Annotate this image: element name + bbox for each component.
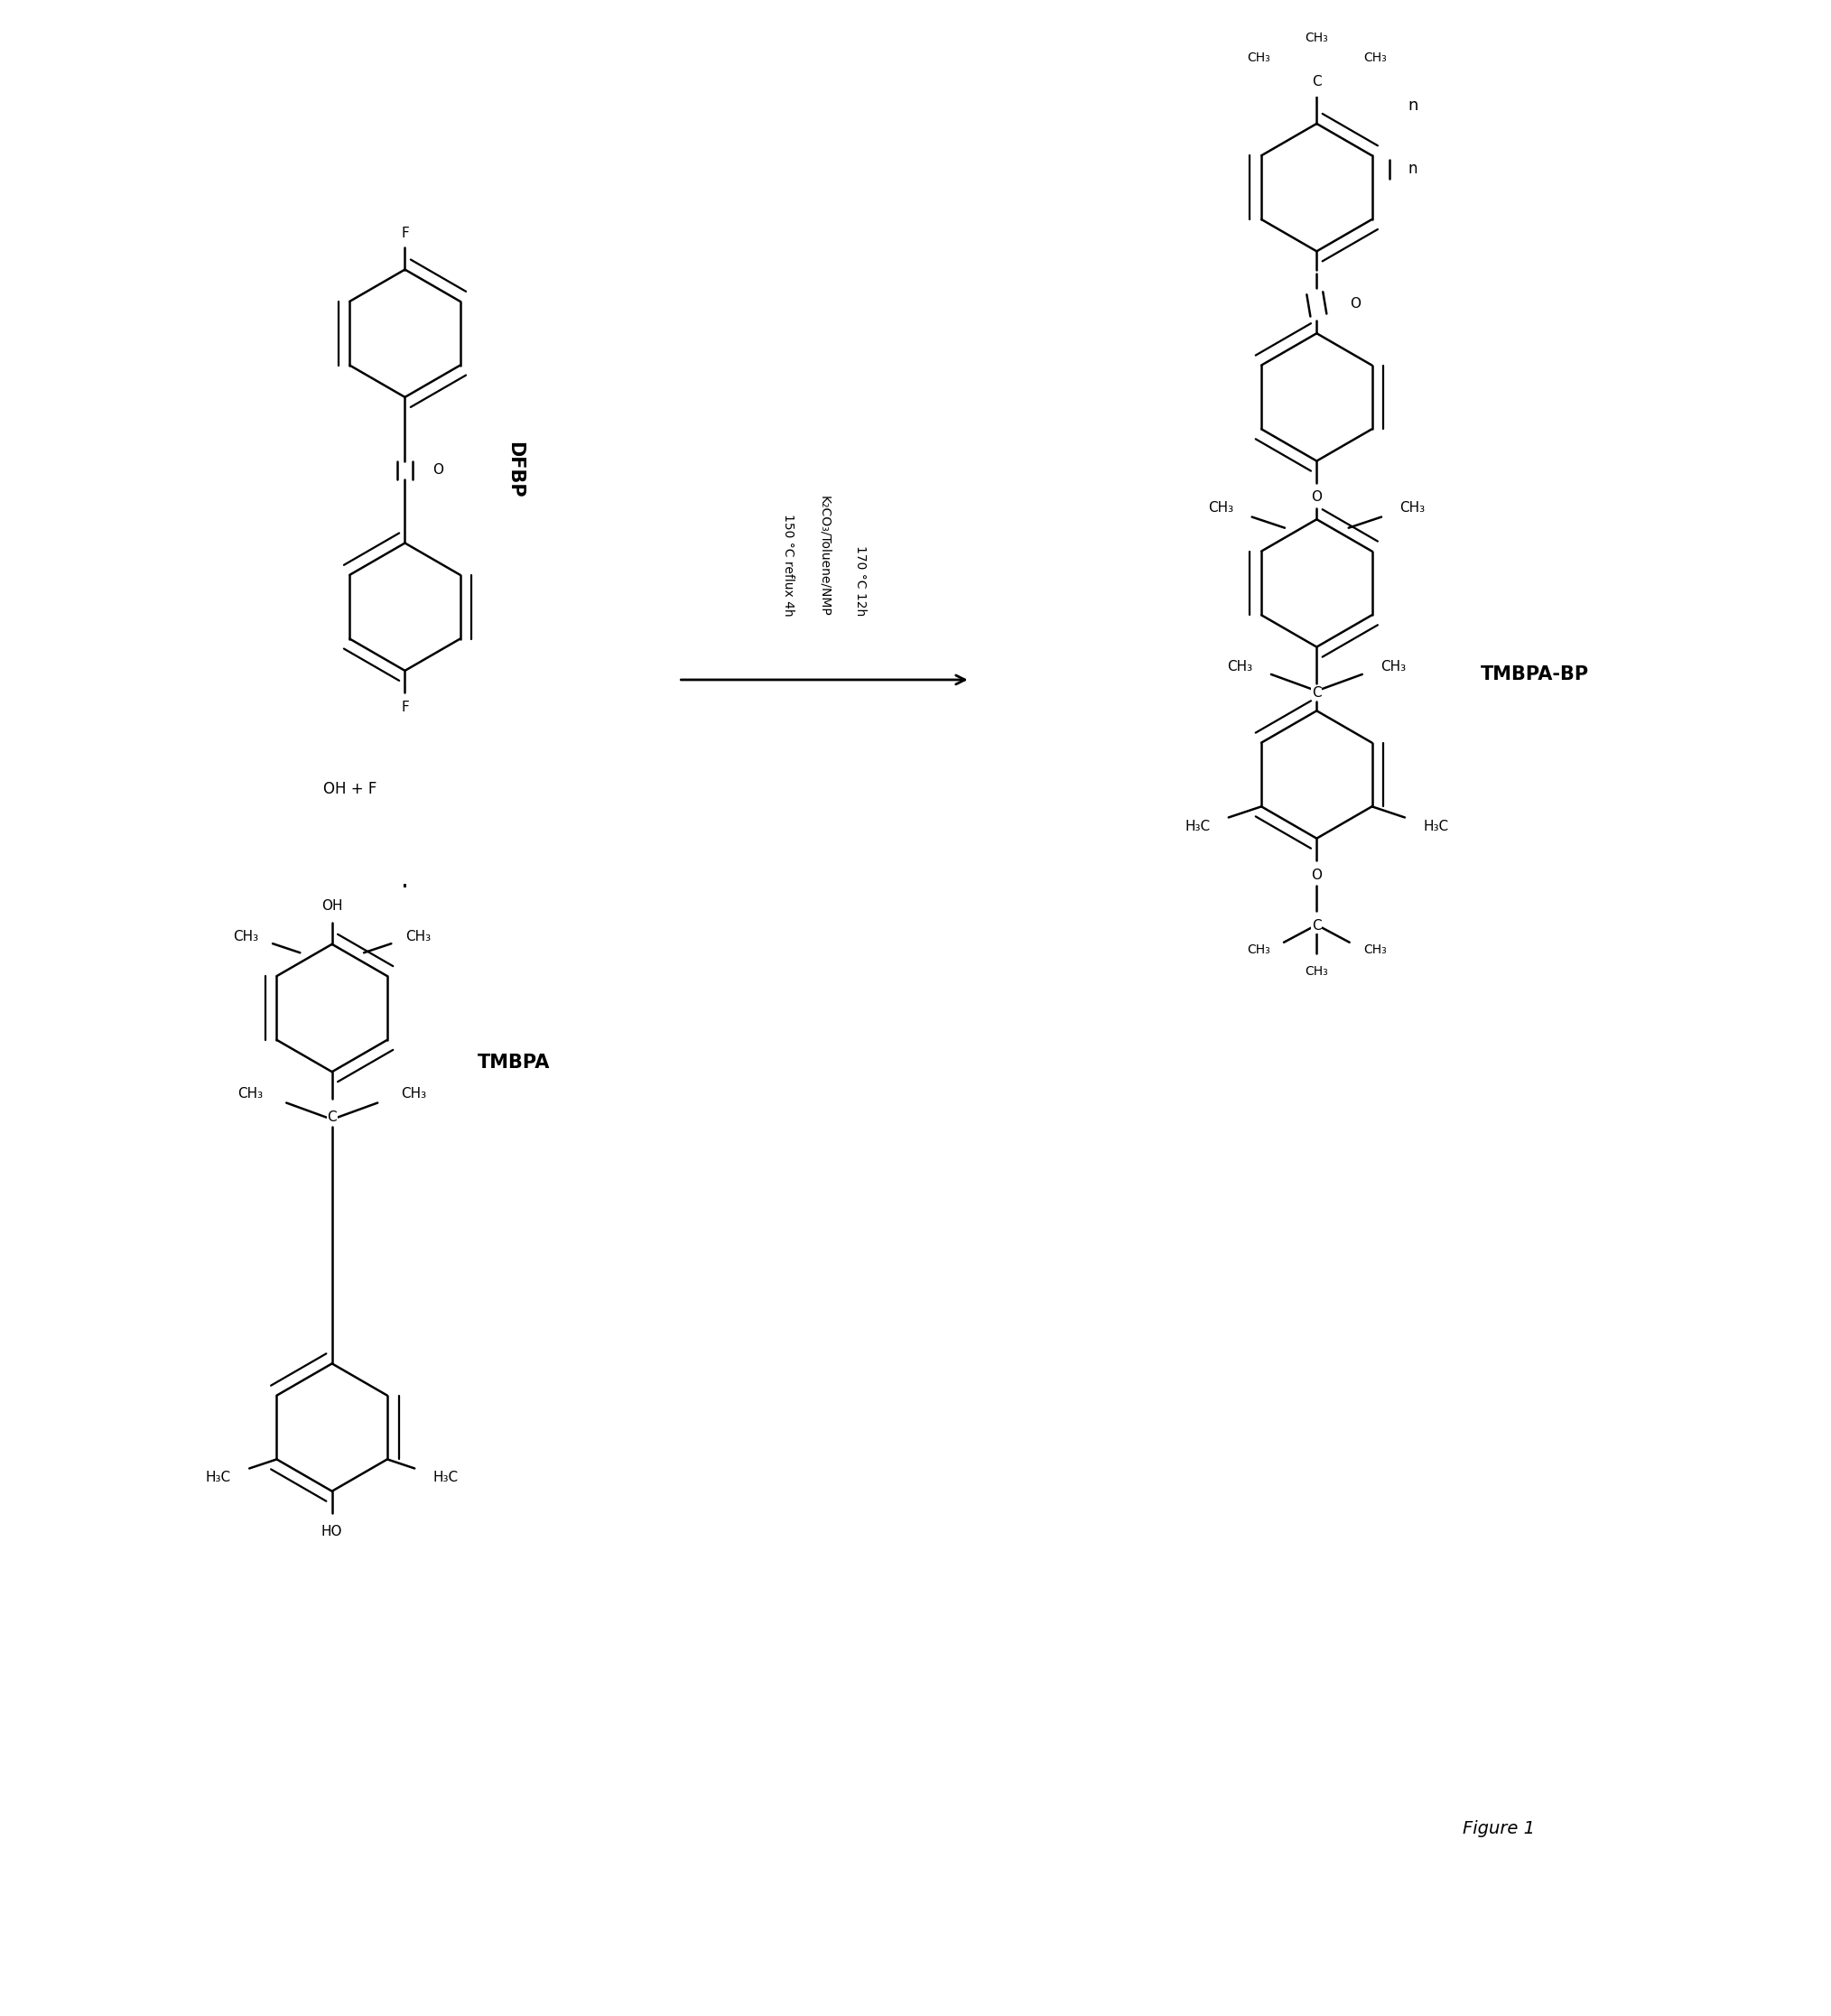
Text: C: C: [1311, 685, 1322, 700]
Text: 170 °C 12h: 170 °C 12h: [855, 544, 868, 617]
Text: F: F: [401, 226, 408, 240]
Text: CH₃: CH₃: [1208, 502, 1234, 514]
Text: CH₃: CH₃: [1364, 52, 1386, 65]
Text: CH₃: CH₃: [1306, 966, 1327, 978]
Text: OH: OH: [322, 899, 342, 913]
Text: O: O: [432, 464, 443, 478]
Text: CH₃: CH₃: [233, 929, 258, 943]
Text: K₂CO₃/Toluene/NMP: K₂CO₃/Toluene/NMP: [818, 496, 831, 617]
Text: CH₃: CH₃: [1381, 661, 1406, 673]
Text: Figure 1: Figure 1: [1463, 1820, 1534, 1837]
Text: CH₃: CH₃: [401, 1087, 427, 1101]
Text: O: O: [1349, 298, 1360, 310]
Text: TMBPA-BP: TMBPA-BP: [1481, 665, 1589, 683]
Text: TMBPA: TMBPA: [478, 1054, 551, 1073]
Text: C: C: [1311, 75, 1322, 89]
Text: n: n: [1408, 97, 1417, 113]
Text: CH₃: CH₃: [238, 1087, 262, 1101]
Text: F: F: [401, 700, 408, 714]
Text: C: C: [328, 1111, 337, 1125]
Text: CH₃: CH₃: [1399, 502, 1425, 514]
Text: DFBP: DFBP: [505, 442, 524, 498]
Text: n: n: [1408, 161, 1417, 177]
Text: OH + F: OH + F: [324, 780, 377, 796]
Text: C: C: [1311, 919, 1322, 933]
Text: O: O: [1311, 869, 1322, 881]
Text: CH₃: CH₃: [406, 929, 432, 943]
Text: CH₃: CH₃: [1364, 943, 1386, 956]
Text: H₃C: H₃C: [205, 1472, 231, 1484]
Text: HO: HO: [322, 1524, 342, 1538]
Text: O: O: [1311, 490, 1322, 504]
Text: H₃C: H₃C: [432, 1472, 458, 1484]
Text: CH₃: CH₃: [1247, 52, 1271, 65]
Text: CH₃: CH₃: [1247, 943, 1271, 956]
Text: CH₃: CH₃: [1227, 661, 1252, 673]
Text: .: .: [401, 867, 408, 893]
Text: H₃C: H₃C: [1423, 821, 1448, 833]
Text: 150 °C reflux 4h: 150 °C reflux 4h: [782, 514, 795, 617]
Text: CH₃: CH₃: [1306, 32, 1327, 44]
Text: H₃C: H₃C: [1185, 821, 1210, 833]
